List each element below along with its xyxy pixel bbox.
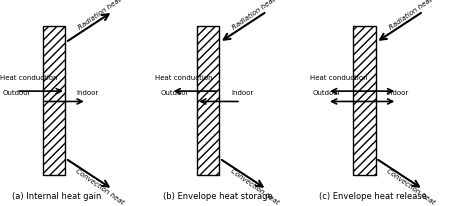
Text: Radiation heat: Radiation heat <box>388 0 433 31</box>
Text: Heat conduction: Heat conduction <box>0 74 58 80</box>
Text: (b) Envelope heat storage: (b) Envelope heat storage <box>163 191 273 200</box>
Text: Convection heat: Convection heat <box>385 167 436 205</box>
Text: Radiation heat: Radiation heat <box>231 0 277 31</box>
Text: Heat conduction: Heat conduction <box>155 74 213 80</box>
Text: Indoor: Indoor <box>231 90 254 96</box>
Text: Convection heat: Convection heat <box>75 167 125 205</box>
Text: Radiation heat: Radiation heat <box>77 0 123 31</box>
Bar <box>197 27 219 175</box>
Text: Outdoor: Outdoor <box>2 90 31 96</box>
Text: Heat conduction: Heat conduction <box>310 74 368 80</box>
Text: Convection heat: Convection heat <box>229 167 279 205</box>
Bar <box>353 27 376 175</box>
Text: Outdoor: Outdoor <box>160 90 189 96</box>
Text: Outdoor: Outdoor <box>313 90 341 96</box>
Text: (c) Envelope heat release: (c) Envelope heat release <box>319 191 427 200</box>
Text: Indoor: Indoor <box>77 90 99 96</box>
Text: (a) Internal heat gain: (a) Internal heat gain <box>12 191 101 200</box>
Text: Indoor: Indoor <box>387 90 409 96</box>
Bar <box>43 27 65 175</box>
